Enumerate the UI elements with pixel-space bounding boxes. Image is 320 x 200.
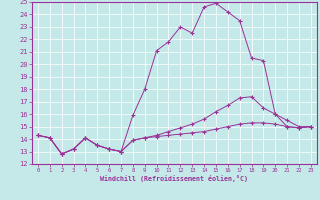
X-axis label: Windchill (Refroidissement éolien,°C): Windchill (Refroidissement éolien,°C): [100, 175, 248, 182]
